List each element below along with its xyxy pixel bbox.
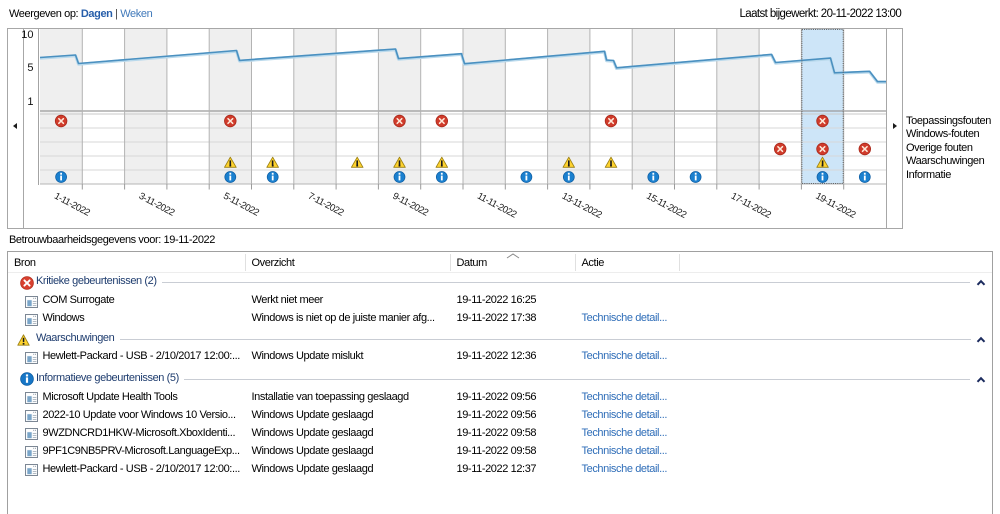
svg-text:9-11-2022: 9-11-2022 [390,191,429,219]
svg-text:7-11-2022: 7-11-2022 [305,191,344,219]
svg-text:19-11-2022: 19-11-2022 [813,191,857,221]
svg-text:13-11-2022: 13-11-2022 [559,191,603,221]
svg-text:11-11-2022: 11-11-2022 [475,191,518,221]
svg-text:15-11-2022: 15-11-2022 [644,191,688,221]
svg-text:3-11-2022: 3-11-2022 [136,191,175,219]
svg-text:17-11-2022: 17-11-2022 [728,191,772,221]
svg-text:1-11-2022: 1-11-2022 [52,191,91,219]
svg-text:5-11-2022: 5-11-2022 [221,191,260,219]
